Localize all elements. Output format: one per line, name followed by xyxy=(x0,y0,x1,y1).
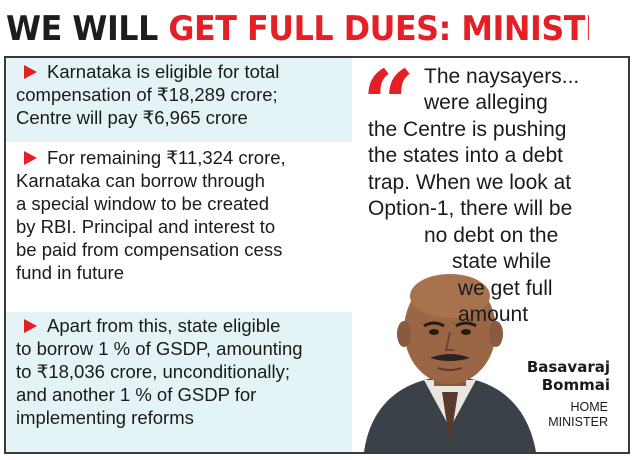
quote-line: Option-1, there will be xyxy=(368,197,573,220)
quote-panel: “ The naysayers... were alleging the Cen… xyxy=(354,58,628,452)
headline: WE WILL GET FULL DUES: MINISTER xyxy=(6,4,589,54)
bullet-gsdp: Apart from this, state eligible to borro… xyxy=(6,312,352,452)
byline-role: HOME MINISTER xyxy=(548,400,608,430)
quote-line: amount xyxy=(458,303,529,326)
quote-line: the states into a debt xyxy=(368,144,563,167)
minister-portrait xyxy=(364,274,536,452)
bullet-line: compensation of ₹18,289 crore; xyxy=(16,84,278,105)
bullet-line: to ₹18,036 crore, unconditionally; xyxy=(16,361,291,382)
arrow-bullet-icon xyxy=(24,151,37,165)
quote-line: The naysayers... xyxy=(424,65,580,88)
quote-line: trap. When we look at xyxy=(368,171,572,194)
byline-role-line: HOME xyxy=(570,400,609,414)
bullet-line: and another 1 % of GSDP for xyxy=(16,384,257,405)
byline-name-line: Basavaraj xyxy=(526,358,610,376)
bullet-line: to borrow 1 % of GSDP, amounting xyxy=(16,338,303,359)
bullet-line: Apart from this, state eligible xyxy=(47,315,281,336)
bullet-line: Centre will pay ₹6,965 crore xyxy=(16,107,248,128)
arrow-bullet-icon xyxy=(24,65,37,79)
byline-name: Basavaraj Bommai xyxy=(527,358,610,394)
quote-line: state while xyxy=(452,250,552,273)
quote-line: were alleging xyxy=(424,91,548,114)
bullet-line: by RBI. Principal and interest to xyxy=(16,216,276,237)
quote-line: no debt on the xyxy=(424,224,559,247)
bullet-line: fund in future xyxy=(16,262,124,283)
bullet-line: Karnataka is eligible for total xyxy=(47,61,280,82)
fact-bullets: Karnataka is eligible for total compensa… xyxy=(6,58,352,452)
bullet-compensation: Karnataka is eligible for total compensa… xyxy=(6,58,352,142)
byline-role-line: MINISTER xyxy=(548,415,608,429)
quote-line: we get full xyxy=(458,277,553,300)
content-frame xyxy=(4,56,630,454)
quote-mark-icon: “ xyxy=(362,50,415,158)
bullet-borrowing-window: For remaining ₹11,324 crore, Karnataka c… xyxy=(6,144,352,310)
bullet-line: a special window to be created xyxy=(16,193,269,214)
byline-name-line: Bommai xyxy=(541,376,610,394)
quote-line: the Centre is pushing xyxy=(368,118,567,141)
bullet-line: Karnataka can borrow through xyxy=(16,170,265,191)
bullet-line: For remaining ₹11,324 crore, xyxy=(47,147,286,168)
headline-part-2: GET FULL DUES: MINISTER xyxy=(168,9,589,49)
headline-part-1: WE WILL xyxy=(6,9,169,49)
bullet-line: be paid from compensation cess xyxy=(16,239,283,260)
arrow-bullet-icon xyxy=(24,319,37,333)
bullet-line: implementing reforms xyxy=(16,407,194,428)
